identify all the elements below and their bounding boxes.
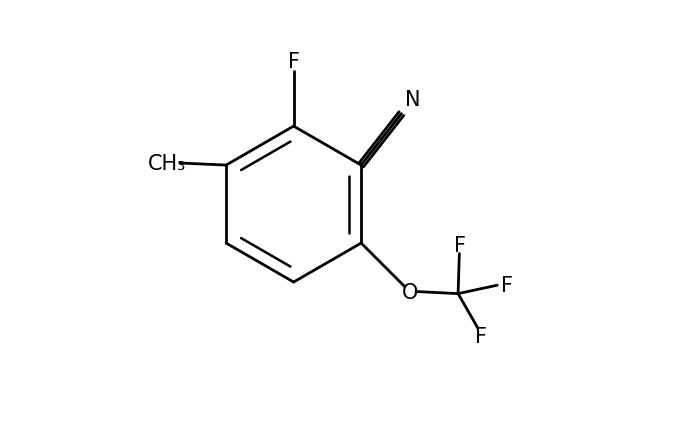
Text: F: F (288, 52, 300, 72)
Text: O: O (401, 282, 418, 302)
Text: F: F (475, 326, 488, 346)
Text: F: F (454, 236, 466, 256)
Text: CH₃: CH₃ (148, 154, 186, 173)
Text: N: N (405, 89, 421, 109)
Text: F: F (500, 276, 513, 296)
